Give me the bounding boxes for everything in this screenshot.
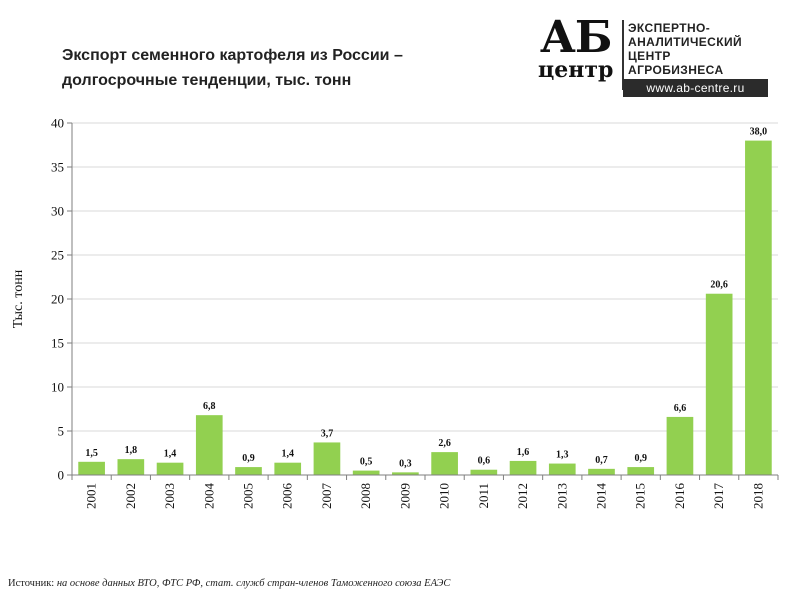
data-label: 1,6 — [517, 447, 530, 458]
x-tick-label: 2018 — [750, 483, 765, 509]
bar-2004 — [195, 415, 223, 475]
y-tick-label: 25 — [51, 248, 64, 263]
bar-2014 — [588, 468, 615, 475]
y-tick-label: 10 — [51, 380, 64, 395]
x-tick-label: 2017 — [711, 483, 726, 510]
y-tick-label: 20 — [51, 292, 64, 307]
data-label: 1,8 — [125, 445, 138, 456]
y-tick-label: 35 — [51, 160, 64, 175]
bar-2011 — [470, 469, 498, 475]
x-tick-label: 2002 — [123, 483, 138, 509]
bar-2001 — [78, 461, 105, 475]
y-tick-label: 5 — [58, 424, 65, 439]
x-tick-label: 2010 — [437, 483, 452, 509]
ab-centre-logo: АБ центр ЭКСПЕРТНО- АНАЛИТИЧЕСКИЙ ЦЕНТР … — [538, 12, 768, 98]
bar-2016 — [666, 416, 694, 475]
x-tick-label: 2001 — [84, 483, 99, 509]
bar-2012 — [509, 460, 537, 475]
bar-2013 — [548, 463, 576, 475]
logo-url: www.ab-centre.ru — [623, 79, 768, 97]
bar-2009 — [392, 472, 419, 475]
logo-center-word: центр — [538, 57, 614, 83]
data-label: 1,3 — [556, 450, 569, 461]
data-label: 1,4 — [164, 449, 177, 460]
x-tick-label: 2009 — [397, 483, 412, 509]
data-label: 0,5 — [360, 457, 373, 468]
data-label: 38,0 — [750, 127, 768, 138]
labels: 0 5 10 15 20 25 30 35 40 1,5 2001 1,8 2002 1,4 2003 6,8… — [11, 116, 767, 510]
y-axis-title: Тыс. тонн — [11, 269, 26, 328]
data-label: 2,6 — [438, 438, 451, 449]
source-text: на основе данных ВТО, ФТС РФ, стат. служ… — [56, 578, 451, 589]
y-tick-label: 30 — [51, 204, 64, 219]
bar-2017 — [705, 293, 733, 475]
data-label: 3,7 — [321, 428, 334, 439]
bar-2003 — [156, 462, 184, 475]
bar-2018 — [745, 140, 772, 475]
data-label: 6,8 — [203, 401, 216, 412]
bar-2006 — [274, 462, 302, 475]
data-label: 0,6 — [478, 456, 491, 467]
bar-2010 — [431, 452, 458, 475]
y-tick-label: 0 — [58, 468, 65, 483]
bar-2015 — [627, 467, 655, 475]
chart-title: Экспорт семенного картофеля из России – … — [62, 47, 403, 89]
bar-2005 — [235, 467, 262, 475]
y-tick-label: 15 — [51, 336, 64, 351]
x-tick-label: 2011 — [476, 483, 491, 509]
logo-line-1: ЭКСПЕРТНО- — [628, 21, 711, 35]
x-tick-label: 2004 — [201, 483, 216, 510]
x-tick-label: 2007 — [319, 483, 334, 510]
logo-line-3: ЦЕНТР — [628, 49, 671, 63]
x-tick-label: 2003 — [162, 483, 177, 509]
x-tick-label: 2013 — [554, 483, 569, 509]
logo-divider — [622, 20, 624, 90]
bar-2008 — [352, 470, 380, 475]
data-label: 0,3 — [399, 458, 412, 469]
bar-2007 — [313, 442, 341, 475]
axes — [67, 122, 779, 480]
x-tick-label: 2005 — [241, 483, 256, 509]
logo-ab-letters: АБ — [540, 12, 612, 63]
data-label: 6,6 — [674, 403, 687, 414]
x-tick-label: 2015 — [633, 483, 648, 509]
x-tick-label: 2006 — [280, 483, 295, 510]
x-tick-label: 2016 — [672, 483, 687, 510]
x-tick-label: 2014 — [594, 483, 609, 510]
bar-2002 — [117, 459, 145, 475]
bars — [78, 140, 772, 475]
logo-org-name: ЭКСПЕРТНО- АНАЛИТИЧЕСКИЙ ЦЕНТР АГРОБИЗНЕ… — [628, 21, 742, 77]
source-label: Источник: — [8, 578, 55, 589]
data-label: 0,7 — [595, 455, 608, 466]
data-label: 1,5 — [85, 448, 98, 459]
source-note: Источник: на основе данных ВТО, ФТС РФ, … — [8, 578, 450, 589]
y-tick-label: 40 — [51, 116, 64, 131]
data-label: 1,4 — [281, 449, 294, 460]
data-label: 0,9 — [634, 453, 647, 464]
logo-line-4: АГРОБИЗНЕСА — [628, 63, 724, 77]
data-label: 20,6 — [710, 280, 728, 291]
gridlines — [72, 122, 778, 432]
x-tick-label: 2012 — [515, 483, 530, 509]
data-label: 0,9 — [242, 453, 255, 464]
logo-line-2: АНАЛИТИЧЕСКИЙ — [628, 35, 743, 49]
x-tick-label: 2008 — [358, 483, 373, 509]
